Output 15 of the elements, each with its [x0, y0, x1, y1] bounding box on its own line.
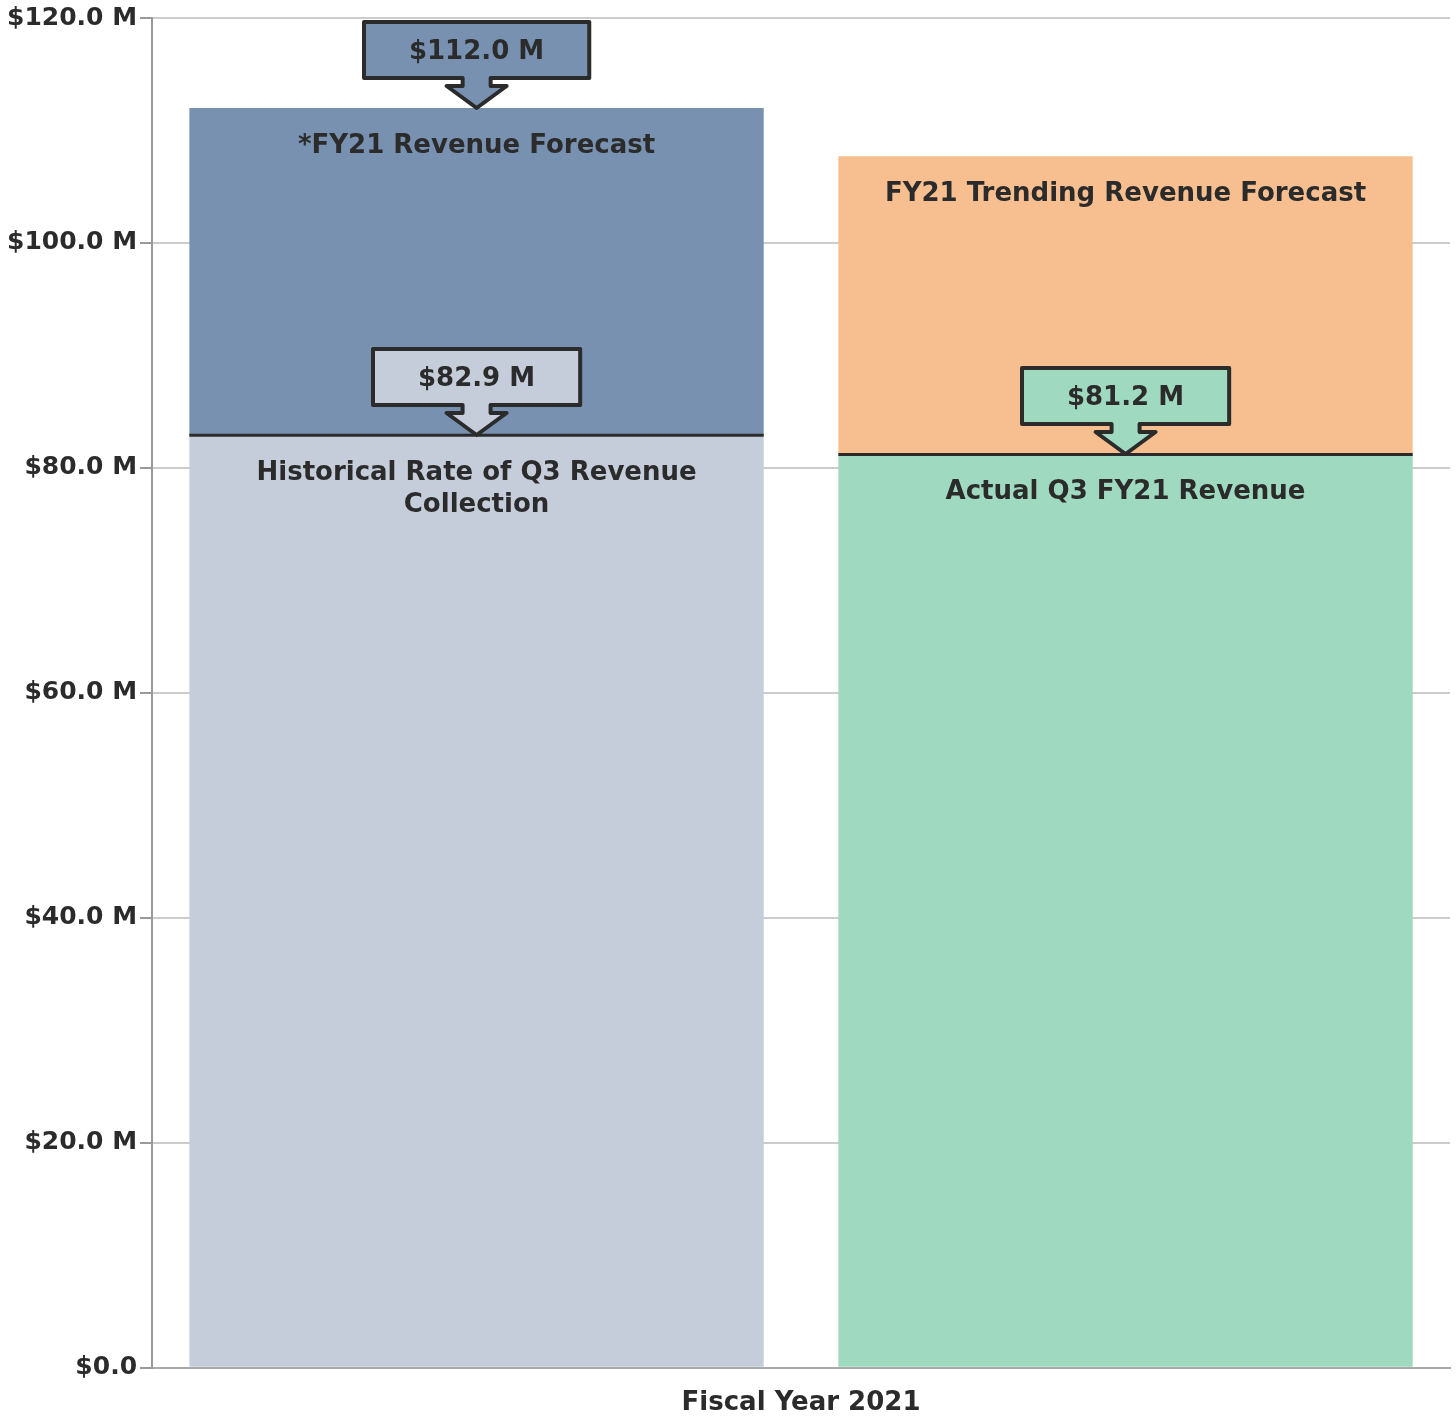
- series-label: *FY21 Revenue Forecast: [297, 128, 656, 159]
- y-tick-label: $60.0 M: [24, 676, 138, 706]
- y-tick-label: $80.0 M: [24, 451, 138, 481]
- y-tick-label: $100.0 M: [6, 226, 138, 256]
- y-tick-label: $40.0 M: [24, 901, 138, 931]
- y-tick-label: $120.0 M: [6, 1, 138, 31]
- series-label: FY21 Trending Revenue Forecast: [884, 177, 1367, 208]
- data-label: $82.9 M: [417, 362, 536, 393]
- series-label: Actual Q3 FY21 Revenue: [945, 475, 1306, 506]
- total-label: $112.0 M: [408, 34, 545, 65]
- y-tick-label: $20.0 M: [24, 1126, 138, 1156]
- series-label: Historical Rate of Q3 Revenue Collection: [256, 456, 697, 519]
- data-label: $81.2 M: [1066, 381, 1185, 412]
- y-tick-label: $0.0: [75, 1351, 138, 1381]
- x-axis-title: Fiscal Year 2021: [681, 1386, 921, 1417]
